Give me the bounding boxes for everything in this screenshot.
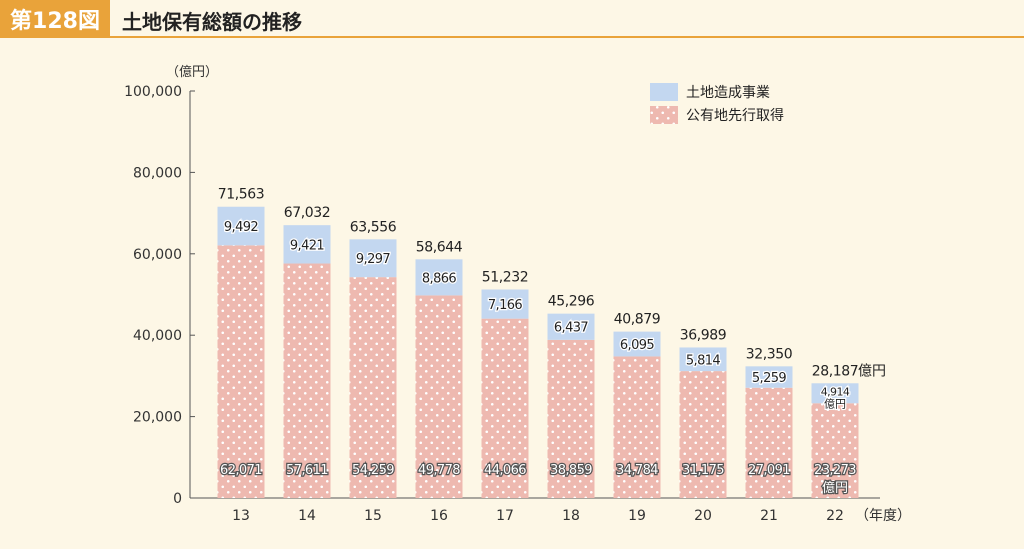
- legend-swatch-land-acquisition: [650, 106, 678, 124]
- bar-segment-land-development: [415, 259, 463, 296]
- bar-segment-land-acquisition: [481, 318, 529, 498]
- data-label-land-acquisition: 34,784: [616, 463, 658, 478]
- y-tick-label: 20,000: [133, 410, 182, 426]
- data-label-total: 45,296: [548, 294, 595, 310]
- total-unit-suffix: 億円: [858, 363, 886, 379]
- page-title: 土地保有総額の推移: [122, 10, 302, 34]
- data-label-land-acquisition: 31,175: [682, 463, 724, 478]
- data-label-land-acquisition: 23,273: [814, 463, 856, 478]
- bar-segment-land-acquisition: [613, 356, 661, 498]
- legend-swatch-land-development: [650, 83, 678, 101]
- x-axis-unit-label: （年度）: [855, 508, 911, 524]
- bar-segment-land-acquisition: [283, 263, 331, 498]
- bar-segment-land-acquisition: [811, 403, 859, 498]
- data-label-land-development: 4,914: [821, 385, 850, 398]
- bar-segment-land-acquisition: [415, 295, 463, 498]
- bars-group: 13 62,071 9,492 71,563 14 57,611 9,421 67,032 15…: [217, 187, 911, 524]
- data-label-land-development: 5,259: [752, 371, 787, 386]
- y-tick-label: 80,000: [133, 165, 182, 181]
- y-tick-label: 60,000: [133, 247, 182, 263]
- x-tick-label: 15: [364, 508, 382, 524]
- data-label-land-development: 6,095: [620, 338, 655, 353]
- data-label-land-development: 6,437: [554, 321, 589, 336]
- bar-segment-land-acquisition: [217, 245, 265, 498]
- bar-segment-land-acquisition: [679, 371, 727, 498]
- bar-segment-land-development: [283, 225, 331, 264]
- bar-segment-land-acquisition: [349, 277, 397, 498]
- legend-label-land-acquisition: 公有地先行取得: [686, 107, 784, 124]
- legend-label-land-development: 土地造成事業: [686, 85, 770, 101]
- x-tick-label: 17: [496, 508, 514, 524]
- data-label-land-acquisition: 49,778: [418, 463, 460, 478]
- y-axis-unit-label: （億円）: [166, 64, 218, 80]
- bar-segment-land-acquisition: [745, 387, 793, 498]
- bar-segment-land-development: [745, 366, 793, 388]
- data-label-land-development: 9,421: [290, 238, 325, 253]
- data-label-land-development: 7,166: [488, 298, 523, 313]
- header-rule: [0, 36, 1024, 38]
- y-tick-label: 40,000: [133, 328, 182, 344]
- data-label-total: 32,350: [746, 346, 793, 362]
- data-label-land-acquisition: 54,259: [352, 463, 394, 478]
- x-tick-label: 19: [628, 508, 646, 524]
- y-tick-label: 100,000: [124, 84, 182, 100]
- data-label-land-acquisition: 44,066: [484, 463, 526, 478]
- data-label-total: 51,232: [482, 269, 529, 285]
- stacked-bar-chart: （億円） 0 20,000 40,000 60,000 80,000 100,000 13 6…: [124, 64, 911, 524]
- x-tick-label: 16: [430, 508, 448, 524]
- y-tick-label: 0: [173, 491, 182, 507]
- bar-segment-land-acquisition: [547, 339, 595, 498]
- x-tick-label: 13: [232, 508, 250, 524]
- data-label-land-acquisition: 38,859: [550, 463, 592, 478]
- x-tick-label: 14: [298, 508, 316, 524]
- data-label-total: 58,644: [416, 239, 463, 255]
- header-bar: [0, 0, 1024, 38]
- data-label-total: 67,032: [284, 205, 331, 221]
- x-tick-label: 21: [760, 508, 778, 524]
- data-label-land-acquisition: 57,611: [286, 463, 328, 478]
- bar-segment-land-development: [679, 347, 727, 372]
- data-label-total: 28,187: [812, 363, 859, 379]
- bar-segment-land-development: [811, 383, 859, 404]
- bar-segment-land-development: [481, 289, 529, 319]
- bar-segment-land-development: [613, 331, 661, 357]
- data-label-land-development: 5,814: [686, 353, 721, 368]
- data-label-total: 63,556: [350, 219, 397, 235]
- data-label-total: 36,989: [680, 327, 727, 343]
- data-label-total: 40,879: [614, 312, 661, 328]
- data-label-land-development: 9,297: [356, 252, 391, 267]
- data-label-land-development: 8,866: [422, 271, 457, 286]
- data-label-land-development: 9,492: [224, 220, 258, 235]
- x-tick-label: 22: [826, 508, 844, 524]
- bar-segment-land-development: [547, 313, 595, 340]
- land-acquisition-unit-suffix: 億円: [822, 480, 848, 496]
- land-development-unit-suffix: 億円: [824, 397, 846, 410]
- data-label-land-acquisition: 62,071: [220, 463, 262, 478]
- figure-number-badge: 第128図: [0, 0, 110, 38]
- data-label-land-acquisition: 27,091: [748, 463, 790, 478]
- bar-segment-land-development: [217, 206, 265, 246]
- data-label-total: 71,563: [218, 187, 265, 203]
- bar-segment-land-development: [349, 239, 397, 278]
- x-tick-label: 18: [562, 508, 580, 524]
- x-tick-label: 20: [694, 508, 712, 524]
